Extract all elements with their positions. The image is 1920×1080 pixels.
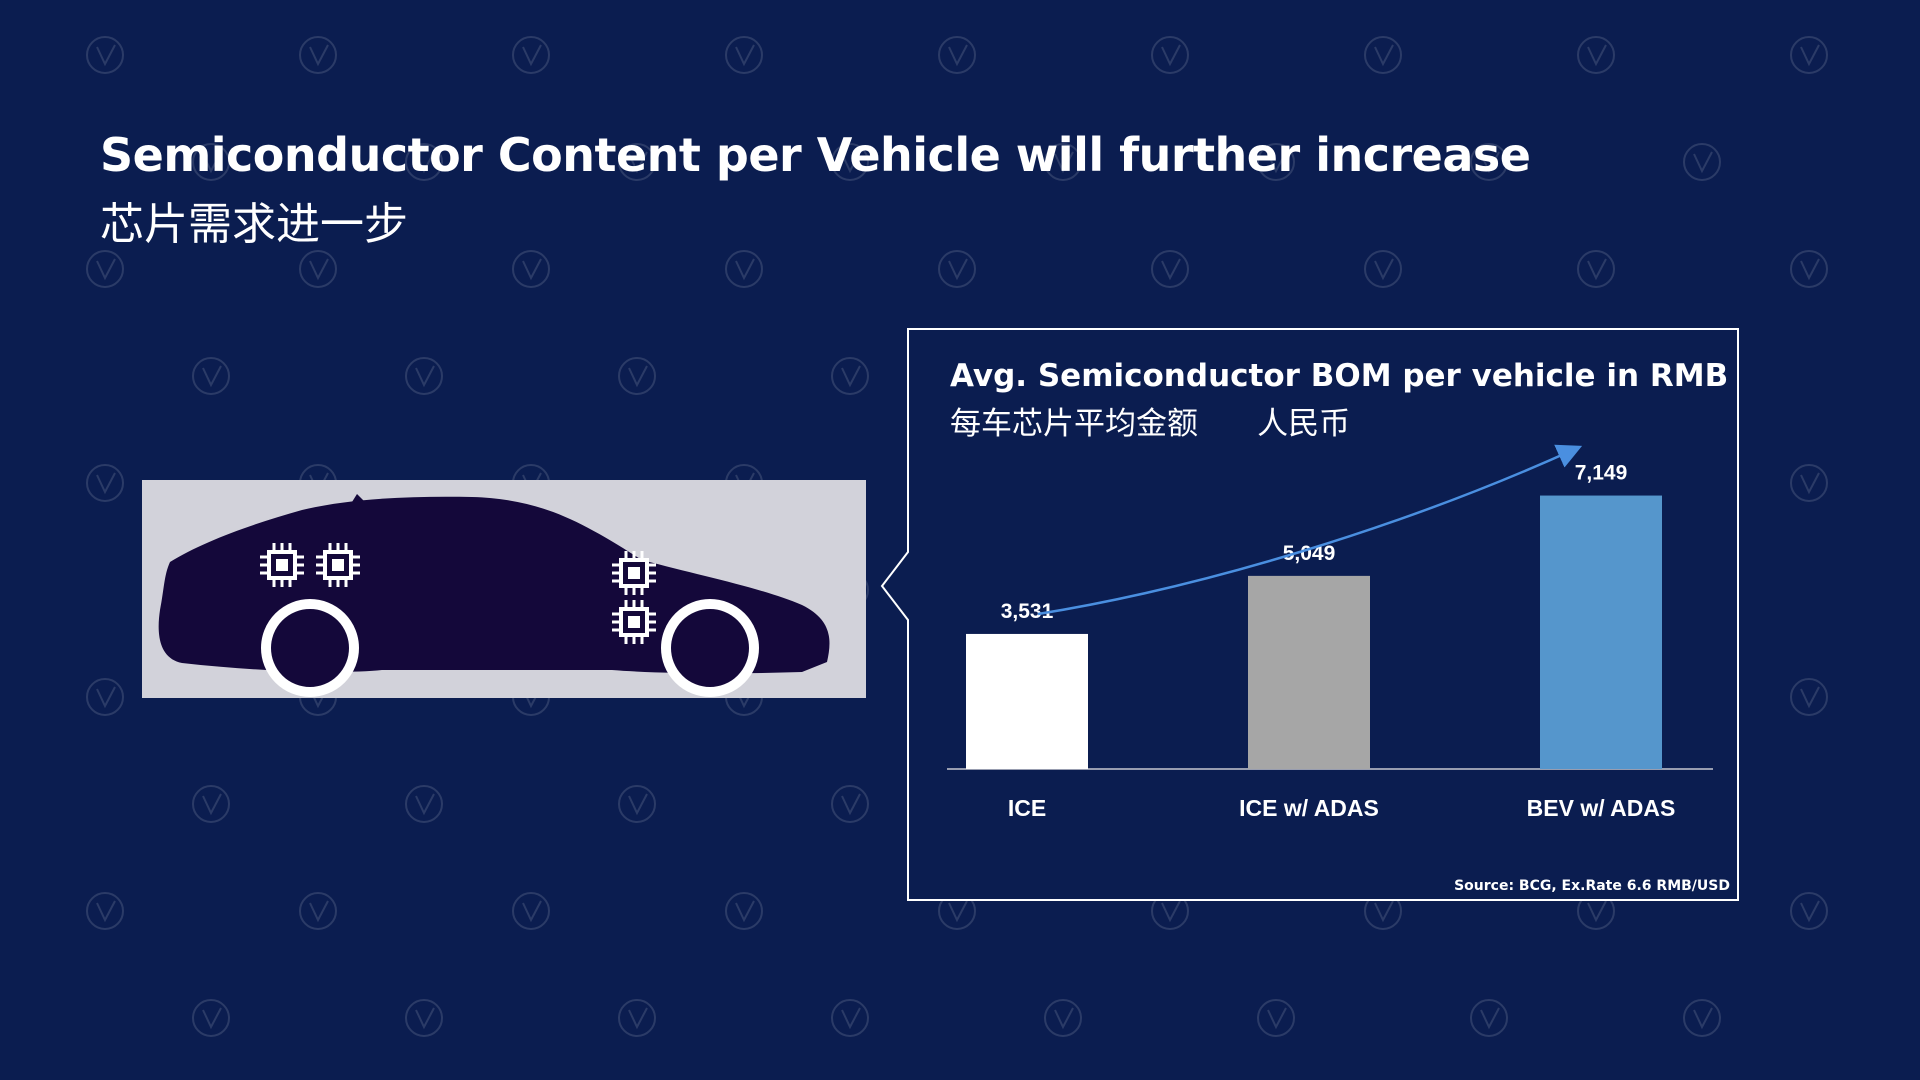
- watermark-logo-icon: [1577, 36, 1615, 74]
- category-label-1: ICE: [1008, 795, 1046, 821]
- watermark-logo-icon: [831, 357, 869, 395]
- category-label-2: ICE w/ ADAS: [1239, 795, 1379, 821]
- category-label-3: BEV w/ ADAS: [1527, 795, 1676, 821]
- watermark-logo-icon: [192, 999, 230, 1037]
- watermark-logo-icon: [86, 892, 124, 930]
- source-note: Source: BCG, Ex.Rate 6.6 RMB/USD: [1454, 878, 1730, 894]
- watermark-logo-icon: [1683, 143, 1721, 181]
- watermark-logo-icon: [1790, 892, 1828, 930]
- watermark-logo-icon: [1151, 250, 1189, 288]
- watermark-logo-icon: [86, 36, 124, 74]
- watermark-logo-icon: [1470, 999, 1508, 1037]
- front-wheel: [261, 599, 359, 697]
- watermark-logo-icon: [618, 999, 656, 1037]
- value-label-1: 3,531: [1001, 600, 1054, 623]
- chip-icon: [612, 600, 656, 644]
- watermark-logo-icon: [405, 357, 443, 395]
- watermark-logo-icon: [725, 36, 763, 74]
- watermark-logo-icon: [938, 36, 976, 74]
- car-illustration: [158, 494, 830, 697]
- slide-title: Semiconductor Content per Vehicle will f…: [100, 128, 1531, 182]
- watermark-logo-icon: [299, 892, 337, 930]
- chart-callout: Avg. Semiconductor BOM per vehicle in RM…: [880, 328, 1740, 902]
- watermark-logo-icon: [1790, 678, 1828, 716]
- watermark-logo-icon: [831, 785, 869, 823]
- watermark-logo-icon: [618, 357, 656, 395]
- chip-icon: [316, 543, 360, 587]
- chart-title: Avg. Semiconductor BOM per vehicle in RM…: [950, 358, 1729, 394]
- watermark-logo-icon: [299, 36, 337, 74]
- watermark-logo-icon: [405, 999, 443, 1037]
- watermark-logo-icon: [86, 250, 124, 288]
- watermark-logo-icon: [1364, 36, 1402, 74]
- slide-subtitle: 芯片需求进一步: [100, 199, 408, 250]
- watermark-logo-icon: [1364, 250, 1402, 288]
- chart-subtitle: 每车芯片平均金额 人民币: [950, 406, 1351, 442]
- watermark-logo-icon: [405, 785, 443, 823]
- chip-icon: [612, 551, 656, 595]
- watermark-logo-icon: [192, 357, 230, 395]
- bar-1: [966, 633, 1088, 769]
- watermark-logo-icon: [512, 892, 550, 930]
- watermark-logo-icon: [1790, 36, 1828, 74]
- watermark-logo-icon: [618, 785, 656, 823]
- car-roof-fin: [352, 494, 364, 502]
- watermark-logo-icon: [1151, 36, 1189, 74]
- value-label-3: 7,149: [1575, 462, 1628, 485]
- watermark-logo-icon: [86, 678, 124, 716]
- watermark-logo-icon: [299, 250, 337, 288]
- watermark-logo-icon: [831, 999, 869, 1037]
- watermark-logo-icon: [1044, 999, 1082, 1037]
- watermark-logo-icon: [938, 250, 976, 288]
- watermark-logo-icon: [1790, 464, 1828, 502]
- chip-icon: [260, 543, 304, 587]
- trend-arrow: [1037, 444, 1583, 616]
- watermark-logo-icon: [1790, 250, 1828, 288]
- watermark-logo-icon: [86, 464, 124, 502]
- watermark-logo-icon: [725, 892, 763, 930]
- watermark-logo-icon: [512, 36, 550, 74]
- rear-wheel: [661, 599, 759, 697]
- watermark-logo-icon: [1683, 999, 1721, 1037]
- bar-chart: 3,531 ICE 5,049 ICE w/ ADAS 7,149 BEV w/ ADAS: [947, 444, 1713, 821]
- value-label-2: 5,049: [1283, 542, 1336, 565]
- watermark-logo-icon: [1577, 250, 1615, 288]
- bar-2: [1248, 575, 1370, 769]
- car-illustration-panel: [142, 480, 866, 698]
- watermark-logo-icon: [192, 785, 230, 823]
- bar-3: [1540, 495, 1662, 769]
- watermark-logo-icon: [512, 250, 550, 288]
- watermark-logo-icon: [725, 250, 763, 288]
- watermark-logo-icon: [1257, 999, 1295, 1037]
